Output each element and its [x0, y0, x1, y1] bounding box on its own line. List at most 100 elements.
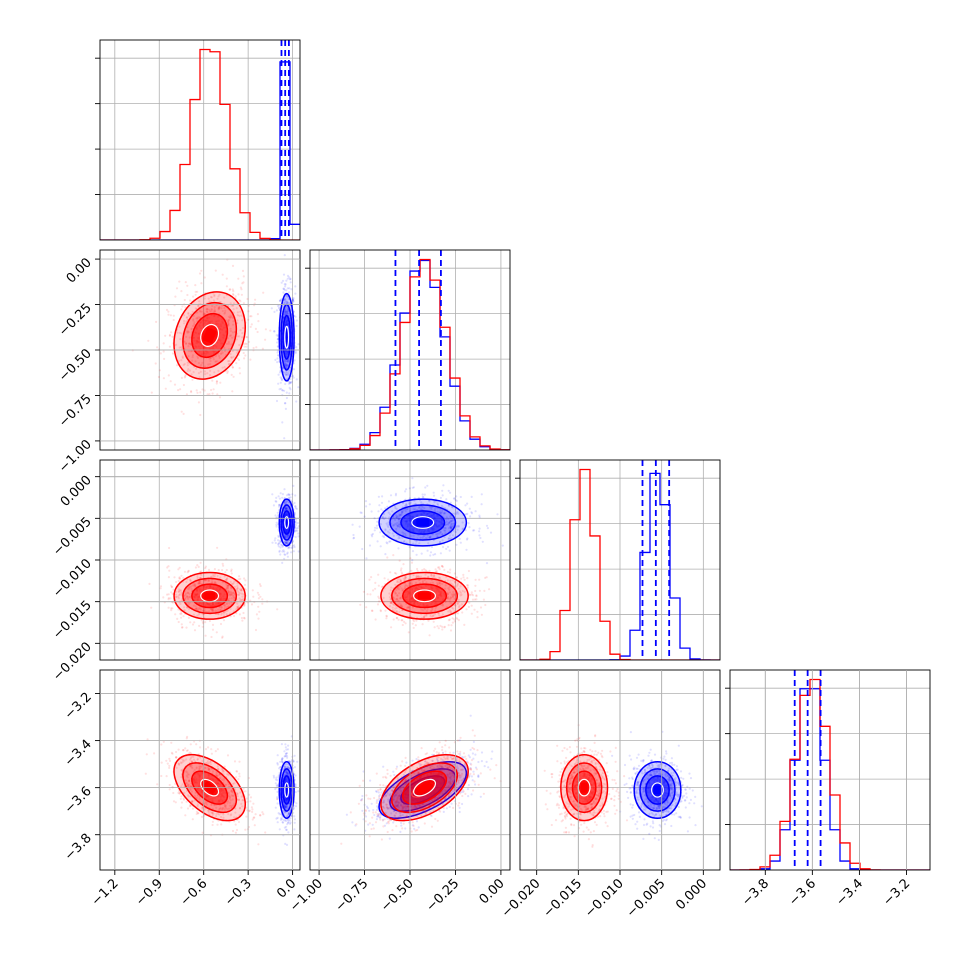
scatter-point — [227, 342, 230, 345]
scatter-point — [453, 618, 456, 621]
scatter-point — [278, 504, 281, 507]
scatter-point — [213, 371, 216, 374]
scatter-point — [275, 496, 278, 499]
scatter-point — [459, 541, 462, 544]
scatter-point — [236, 311, 239, 314]
scatter-point — [289, 278, 292, 281]
scatter-point — [157, 375, 160, 379]
scatter-point — [175, 364, 179, 367]
scatter-point — [205, 308, 208, 311]
scatter-point — [278, 371, 282, 374]
scatter-point — [429, 554, 432, 557]
scatter-point — [225, 586, 228, 589]
scatter-point — [465, 513, 468, 516]
scatter-point — [496, 513, 499, 516]
contour-line — [278, 498, 295, 547]
scatter-point — [181, 305, 184, 308]
scatter-point — [280, 281, 283, 284]
scatter-point — [286, 364, 289, 367]
scatter-point — [286, 312, 290, 315]
scatter-point — [287, 359, 290, 362]
scatter-point — [385, 614, 388, 618]
scatter-point — [285, 770, 288, 773]
scatter-point — [193, 584, 196, 587]
scatter-point — [397, 599, 400, 603]
scatter-point — [177, 608, 180, 611]
scatter-point — [241, 282, 244, 285]
scatter-point — [236, 314, 239, 317]
scatter-point — [240, 589, 243, 592]
scatter-point — [276, 763, 279, 766]
scatter-point — [397, 547, 400, 550]
scatter-point — [277, 539, 280, 542]
scatter-point — [412, 486, 415, 489]
panel-2-2 — [515, 459, 721, 661]
scatter-point — [218, 356, 221, 359]
scatter-point — [466, 577, 469, 580]
scatter-point — [292, 807, 295, 810]
scatter-point — [411, 486, 414, 489]
scatter-point — [423, 568, 426, 571]
scatter-point — [284, 501, 287, 504]
scatter-point — [276, 341, 279, 344]
scatter-point — [409, 557, 412, 560]
scatter-point — [190, 587, 193, 591]
scatter-point — [380, 501, 384, 504]
scatter-point — [281, 379, 284, 382]
scatter-point — [209, 608, 212, 611]
scatter-point — [287, 534, 290, 537]
contour-line — [413, 589, 437, 603]
scatter-point — [415, 574, 418, 577]
scatter-point — [401, 588, 404, 592]
scatter-point — [214, 609, 217, 612]
scatter-point — [227, 590, 230, 593]
scatter-point — [395, 507, 398, 510]
scatter-point — [447, 518, 450, 521]
scatter-point — [470, 591, 473, 594]
scatter-point — [457, 598, 460, 602]
scatter-point — [287, 382, 290, 385]
scatter-point — [191, 378, 194, 381]
scatter-point — [233, 614, 236, 618]
scatter-point — [287, 360, 290, 363]
scatter-point — [204, 621, 207, 624]
scatter-point — [437, 576, 440, 579]
scatter-point — [287, 831, 290, 834]
scatter-point — [258, 610, 261, 613]
scatter-point — [284, 311, 287, 314]
scatter-point — [426, 534, 429, 537]
scatter-point — [398, 526, 401, 529]
scatter-point — [249, 599, 252, 602]
scatter-point — [177, 579, 180, 583]
scatter-point — [388, 592, 391, 595]
scatter-point — [229, 607, 232, 611]
scatter-point — [180, 574, 183, 577]
scatter-point — [285, 289, 288, 292]
scatter-point — [196, 317, 199, 320]
scatter-point — [455, 524, 458, 528]
scatter-point — [431, 533, 434, 536]
scatter-point — [284, 310, 287, 313]
contour-line — [282, 510, 292, 535]
scatter-point — [386, 530, 390, 533]
scatter-point — [284, 373, 287, 376]
scatter-point — [194, 307, 197, 310]
scatter-point — [276, 357, 279, 360]
scatter-point — [219, 609, 222, 612]
scatter-point — [287, 547, 290, 550]
scatter-point — [475, 598, 478, 601]
scatter-point — [230, 356, 233, 359]
scatter-point — [166, 593, 169, 596]
scatter-point — [286, 294, 289, 297]
scatter-point — [434, 570, 437, 573]
scatter-point — [383, 577, 386, 580]
scatter-point — [224, 309, 227, 312]
scatter-point — [384, 553, 387, 556]
scatter-point — [454, 581, 457, 584]
scatter-point — [481, 540, 484, 543]
scatter-point — [294, 535, 297, 539]
scatter-point — [278, 542, 281, 545]
scatter-point — [276, 354, 280, 357]
scatter-point — [439, 530, 442, 534]
scatter-point — [264, 328, 267, 331]
